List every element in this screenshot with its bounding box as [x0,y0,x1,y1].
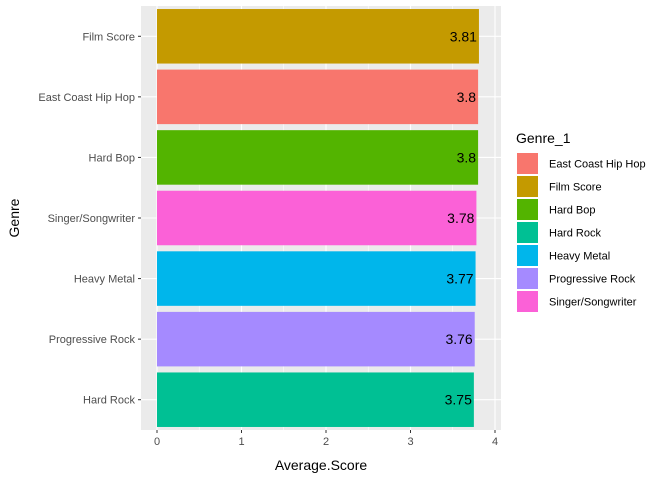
x-tick-label: 0 [154,436,160,448]
x-tick-label: 1 [238,436,244,448]
x-tick-label: 2 [323,436,329,448]
bar-value-label: 3.75 [445,392,472,408]
legend-label: East Coast Hip Hop [549,159,646,171]
bar-value-label: 3.8 [457,149,477,165]
legend-key [517,268,538,289]
legend-key [517,222,538,243]
bar-value-label: 3.78 [447,210,474,226]
y-tick-label: Progressive Rock [49,334,136,346]
legend-label: Heavy Metal [549,251,610,263]
legend-key [517,153,538,174]
legend-label: Film Score [549,182,602,194]
legend-title: Genre_1 [516,130,571,146]
legend: Genre_1 East Coast Hip Hop Film Score Hard… [516,130,646,312]
bar-value-label: 3.77 [446,271,473,287]
bar [157,190,477,246]
legend-label: Progressive Rock [549,274,636,286]
legend-label: Hard Bop [549,205,595,217]
bar [157,251,476,306]
y-axis-title: Genre [6,198,22,237]
x-axis-title: Average.Score [275,457,368,473]
legend-key [517,199,538,220]
bars: 3.81 3.8 3.8 3.78 3.77 3.76 3.75 [157,9,479,427]
bar-value-label: 3.81 [450,28,477,44]
bar [157,372,474,427]
bar-value-label: 3.76 [445,331,472,347]
legend-label: Singer/Songwriter [549,297,637,309]
bar [157,130,479,185]
bar-value-label: 3.8 [457,89,477,105]
x-tick-label: 3 [407,436,413,448]
y-tick-label: Hard Bop [89,152,135,164]
legend-label: Hard Rock [549,228,601,240]
legend-key [517,176,538,197]
y-tick-label: Singer/Songwriter [48,213,136,225]
bar [157,311,475,367]
y-tick-label: East Coast Hip Hop [38,92,135,104]
y-tick-label: Heavy Metal [74,274,135,286]
legend-key [517,291,538,312]
x-axis: 0 1 2 3 4 [154,430,498,448]
legend-key [517,245,538,266]
y-tick-labels: Film Score East Coast Hip Hop Hard Bop Sing… [38,31,141,407]
bar [157,9,479,64]
bar [157,69,479,125]
y-tick-label: Film Score [82,31,135,43]
y-tick-label: Hard Rock [83,395,135,407]
x-tick-label: 4 [492,436,498,448]
